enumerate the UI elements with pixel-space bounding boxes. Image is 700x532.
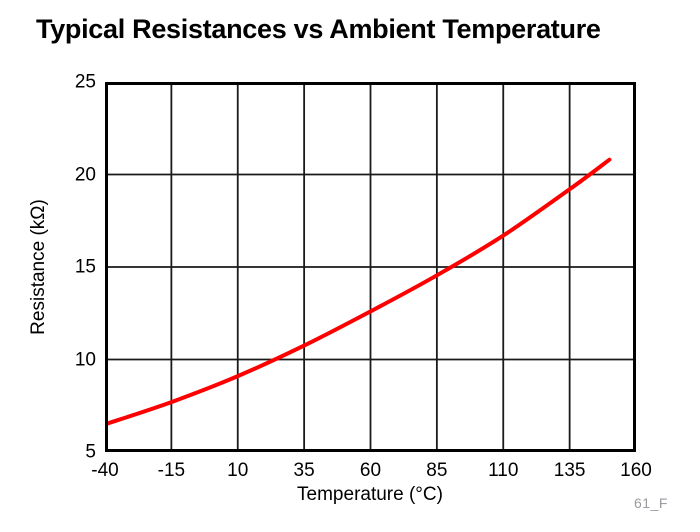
y-tick-label: 25 [74, 71, 96, 93]
x-axis-label: Temperature (°C) [297, 484, 443, 505]
y-tick-label: 10 [74, 349, 96, 370]
plot-area [105, 82, 636, 452]
plot-canvas [105, 82, 636, 452]
x-tick-label: 85 [426, 460, 448, 481]
x-tick-label: 35 [293, 460, 315, 481]
x-tick-label: 60 [359, 460, 382, 481]
figure-id-watermark: 61_F [634, 495, 668, 511]
plot-frame [105, 82, 636, 452]
y-tick-label: 15 [74, 256, 96, 278]
y-tick-label: 5 [85, 441, 96, 463]
x-tick-label: 160 [620, 460, 652, 481]
chart-title: Typical Resistances vs Ambient Temperatu… [36, 14, 601, 44]
y-axis-ticks: 5 10 15 20 25 [0, 73, 96, 462]
x-axis-ticks: -40 -15 10 35 60 85 110 135 160 [91, 460, 652, 483]
y-tick-label: 20 [74, 164, 96, 185]
x-tick-label: 135 [553, 460, 586, 481]
x-tick-label: -40 [91, 460, 119, 481]
x-tick-label: 10 [227, 460, 249, 481]
grid-lines [105, 82, 636, 452]
resistance-curve [105, 157, 612, 427]
x-tick-label: 110 [488, 460, 519, 481]
x-tick-label: -15 [157, 460, 186, 481]
